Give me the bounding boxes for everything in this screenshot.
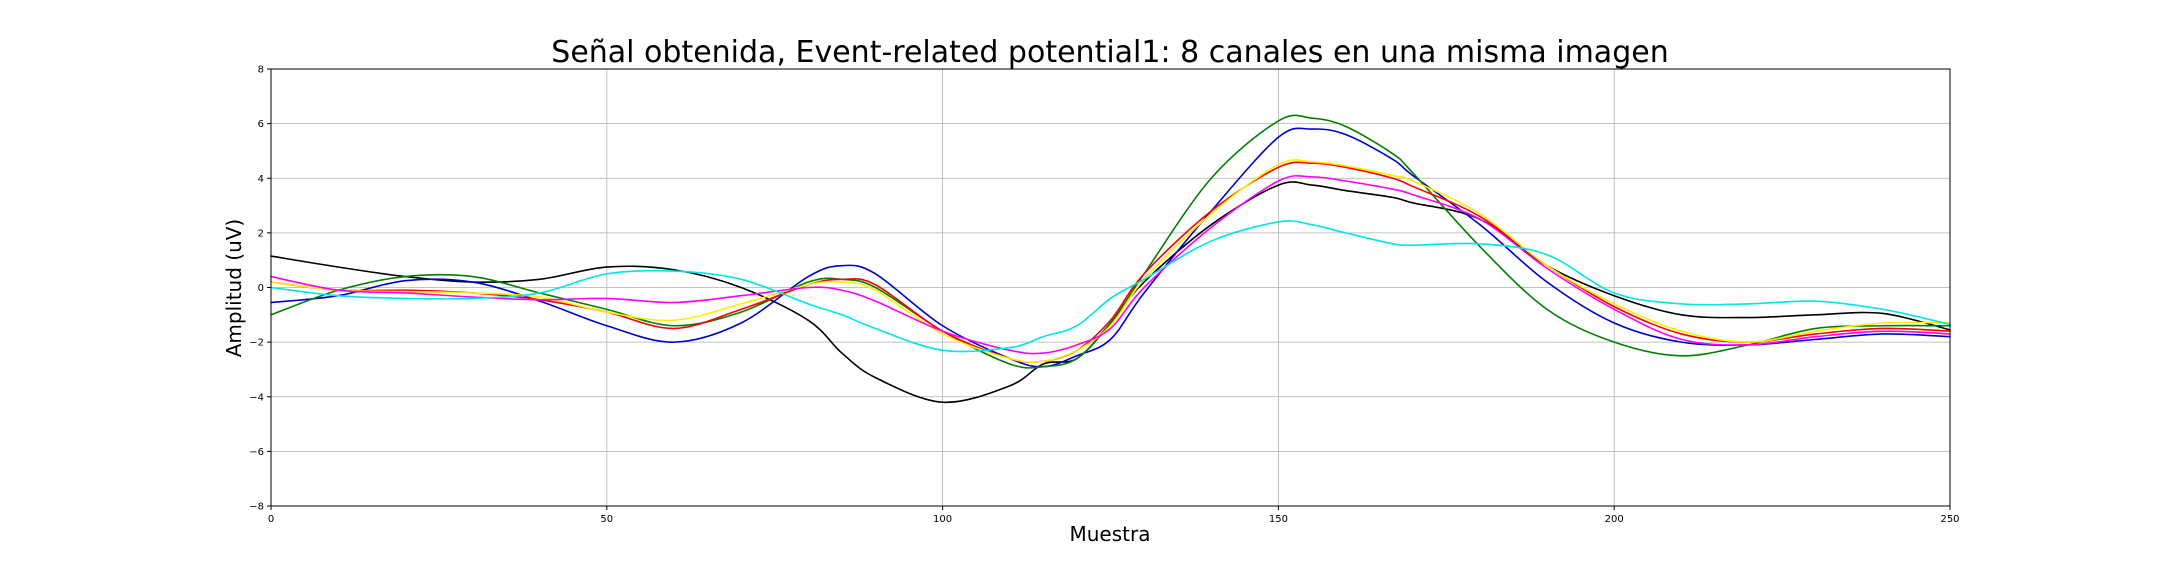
- x-tick-label: 0: [268, 514, 274, 525]
- y-tick-label: −4: [249, 392, 264, 403]
- series-line-6: [270, 174, 1951, 355]
- y-tick-label: 0: [258, 283, 264, 294]
- y-tick-label: 6: [258, 119, 264, 130]
- x-tick-label: 50: [600, 514, 613, 525]
- y-tick-label: −8: [249, 502, 264, 513]
- series-line-4: [270, 161, 1951, 364]
- y-tick-label: 4: [258, 174, 264, 185]
- y-tick-label: 8: [258, 65, 264, 76]
- y-axis-label: Amplitud (uV): [222, 219, 246, 358]
- x-axis: 0 50 100 150 200 250: [268, 506, 1960, 525]
- y-tick-label: −2: [249, 338, 264, 349]
- series-line-3: [270, 114, 1951, 369]
- series-layer: [270, 114, 1951, 404]
- x-tick-label: 200: [1605, 514, 1624, 525]
- y-tick-label: −6: [249, 447, 264, 458]
- x-tick-label: 250: [1940, 514, 1959, 525]
- series-line-7: [270, 220, 1951, 353]
- series-line-2: [270, 127, 1951, 368]
- x-tick-label: 100: [933, 514, 952, 525]
- chart-title: Señal obtenida, Event-related potential1…: [551, 35, 1668, 70]
- y-tick-label: 2: [258, 228, 264, 239]
- x-axis-label: Muestra: [1070, 522, 1151, 546]
- y-axis: −8 −6 −4 −2 0 2 4 6 8: [249, 65, 271, 513]
- x-tick-label: 150: [1269, 514, 1288, 525]
- grid: [270, 68, 1951, 507]
- series-line-1: [270, 181, 1951, 404]
- series-line-5: [270, 159, 1951, 363]
